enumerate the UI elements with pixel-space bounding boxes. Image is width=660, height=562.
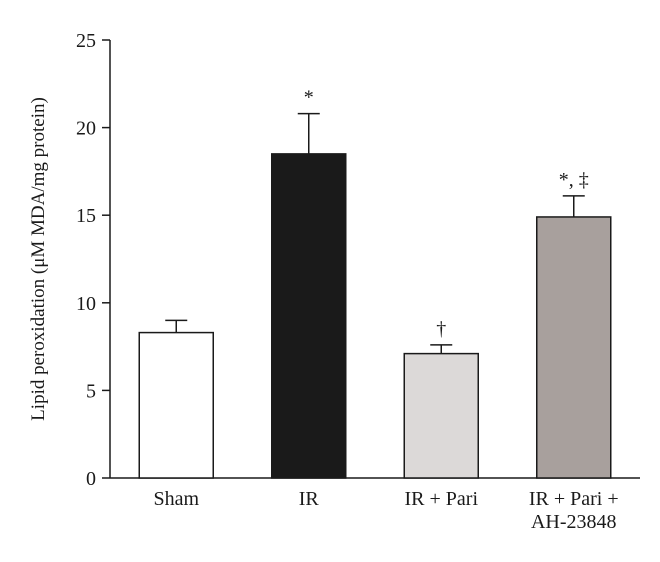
y-tick-label: 20 [76, 118, 96, 140]
bar [403, 352, 479, 479]
y-ticks: 0 5 10 15 20 25 [76, 30, 110, 490]
y-axis-label: Lipid peroxidation (μM MDA/mg protein) [28, 97, 49, 421]
bar-group: † [403, 318, 479, 479]
x-axis: Sham IR IR + Pari IR + Pari + AH-23848 [110, 477, 640, 533]
bar [536, 216, 612, 479]
y-tick-label: 25 [76, 30, 96, 52]
x-tick-label: IR + Pari [405, 488, 479, 510]
x-tick-label: IR + Pari + AH-23848 [529, 488, 619, 533]
significance-marker: † [436, 318, 446, 340]
bar [138, 331, 214, 479]
y-tick-label: 0 [86, 468, 96, 490]
x-tick-label: IR [299, 488, 320, 510]
x-tick-label: Sham [153, 488, 199, 510]
bar-group [138, 319, 214, 479]
bars: * † *, ‡ [138, 87, 612, 479]
bar-group: *, ‡ [536, 169, 612, 479]
y-tick-label: 10 [76, 293, 96, 315]
bar [271, 153, 347, 479]
y-axis: 0 5 10 15 20 25 [76, 30, 111, 490]
y-tick-label: 15 [76, 205, 96, 227]
x-ticks: Sham IR IR + Pari IR + Pari + AH-23848 [153, 488, 618, 533]
significance-marker: *, ‡ [559, 169, 589, 191]
bar-group: * [271, 87, 347, 479]
significance-marker: * [304, 87, 314, 109]
y-tick-label: 5 [86, 380, 96, 402]
